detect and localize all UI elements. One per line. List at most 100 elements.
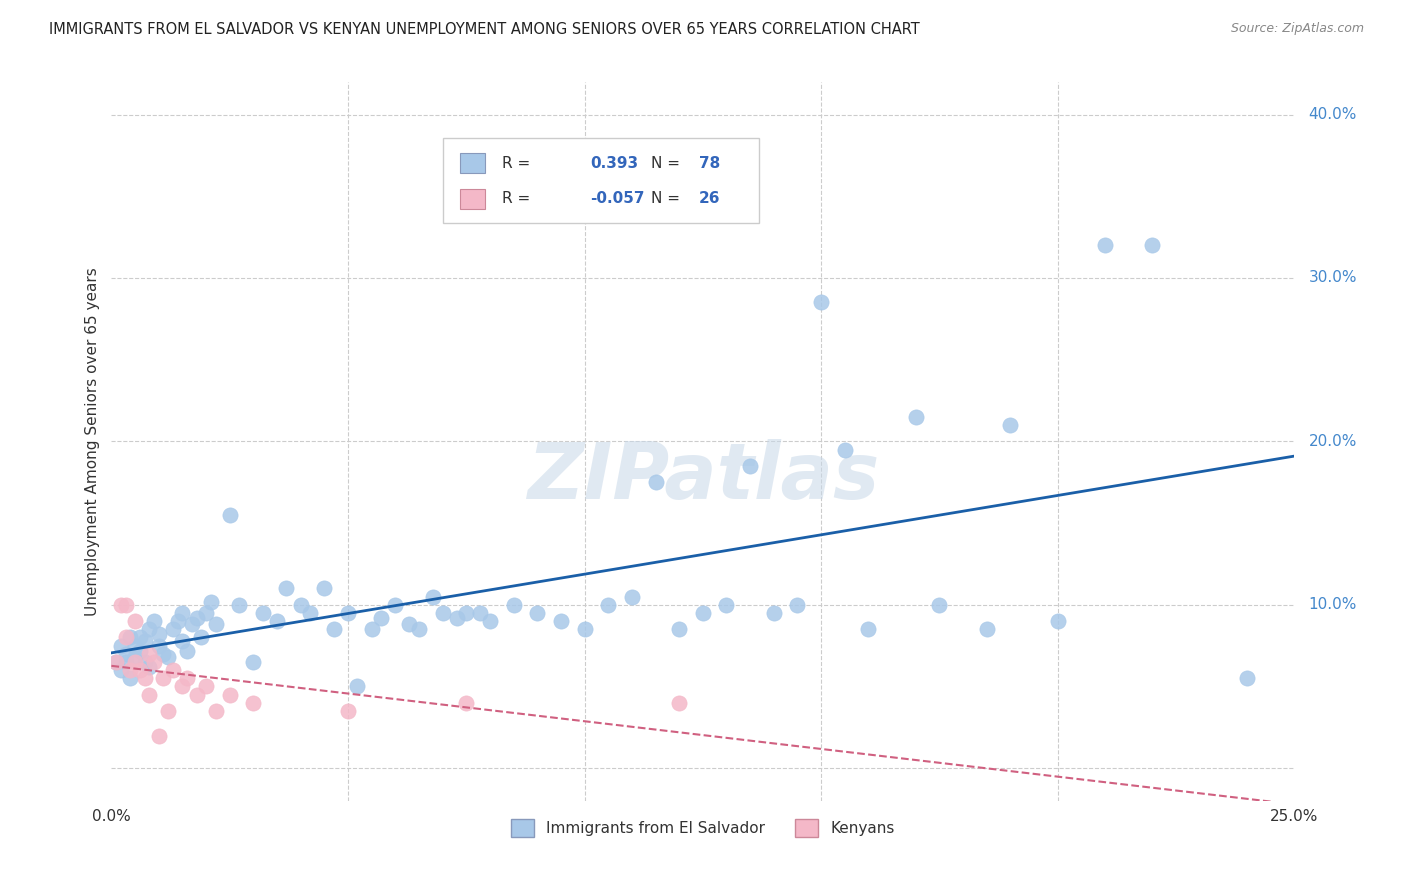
Point [186,611,208,625]
Point [360,622,382,636]
Point [138,660,160,674]
Text: 0.0%: 0.0% [91,809,131,824]
Point [110,639,132,653]
Point [526,606,548,620]
Point [1000,418,1022,433]
Point [398,617,420,632]
Point [148,729,170,743]
Text: 30.0%: 30.0% [1309,270,1357,285]
Point [550,614,572,628]
Point [276,582,298,596]
Point [904,409,927,424]
Point [810,295,832,310]
Point [218,688,240,702]
Text: 25.0%: 25.0% [1270,809,1319,824]
Point [110,598,132,612]
Point [157,650,180,665]
Point [195,606,218,620]
Text: N =: N = [651,192,685,206]
Text: 26: 26 [699,192,720,206]
Point [143,655,166,669]
Point [204,617,226,632]
Point [432,606,454,620]
Text: Source: ZipAtlas.com: Source: ZipAtlas.com [1230,22,1364,36]
Point [172,680,194,694]
Point [162,663,184,677]
Text: -0.057: -0.057 [591,192,645,206]
Text: 20.0%: 20.0% [1309,434,1357,449]
Point [114,598,136,612]
Text: 78: 78 [699,156,720,170]
Point [336,704,359,718]
Point [716,598,738,612]
Point [1236,671,1258,685]
Point [138,647,160,661]
Point [114,647,136,661]
Point [138,688,160,702]
Point [834,442,856,457]
Point [456,606,478,620]
Point [128,643,150,657]
Point [692,606,714,620]
Point [134,633,156,648]
Point [266,614,288,628]
Point [620,590,643,604]
Point [105,655,128,669]
Point [314,582,336,596]
Text: 0.393: 0.393 [591,156,638,170]
Point [134,671,156,685]
Text: R =: R = [502,156,536,170]
Point [322,622,344,636]
Point [1094,238,1116,252]
Point [148,639,170,653]
Point [299,606,322,620]
Point [928,598,950,612]
Point [138,622,160,636]
Legend: Immigrants from El Salvador, Kenyans: Immigrants from El Salvador, Kenyans [505,813,901,844]
Point [1046,614,1069,628]
Point [166,614,188,628]
Point [148,627,170,641]
Point [786,598,808,612]
Point [346,680,368,694]
Point [574,622,596,636]
Point [446,611,468,625]
Point [242,655,264,669]
Text: ZIPatlas: ZIPatlas [527,440,879,516]
Point [252,606,274,620]
Text: 40.0%: 40.0% [1309,107,1357,122]
Point [190,631,212,645]
Point [152,647,174,661]
Y-axis label: Unemployment Among Seniors over 65 years: Unemployment Among Seniors over 65 years [86,267,100,615]
Point [157,704,180,718]
Point [114,655,136,669]
Point [110,663,132,677]
Text: N =: N = [651,156,685,170]
Point [456,696,478,710]
Point [1142,238,1164,252]
Point [172,633,194,648]
Point [644,475,666,490]
Point [242,696,264,710]
Point [384,598,406,612]
Point [128,663,150,677]
Point [114,631,136,645]
Point [668,622,690,636]
Point [186,688,208,702]
Point [195,680,218,694]
Point [124,650,146,665]
Point [124,655,146,669]
Point [124,614,146,628]
Point [152,671,174,685]
Point [120,631,142,645]
Point [598,598,620,612]
Point [478,614,501,628]
Point [668,696,690,710]
Point [124,639,146,653]
Text: 10.0%: 10.0% [1309,598,1357,612]
Point [128,631,150,645]
Point [858,622,880,636]
Point [180,617,202,632]
Point [408,622,430,636]
Point [228,598,250,612]
